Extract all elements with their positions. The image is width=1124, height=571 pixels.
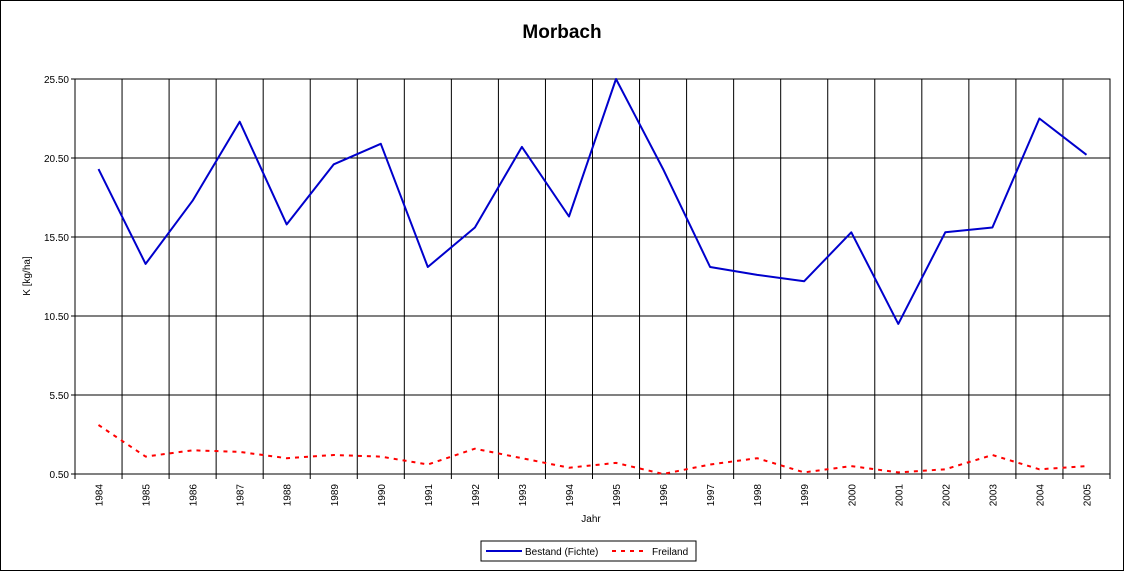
data-point	[1085, 465, 1087, 467]
data-point	[944, 231, 946, 233]
data-point	[615, 78, 617, 80]
data-point	[615, 462, 617, 464]
data-point	[662, 473, 664, 475]
x-tick-label: 1985	[142, 484, 153, 507]
data-point	[521, 146, 523, 148]
x-tick-labels: 1984 1985 1986 1987 1988 1989 1990 1991 1992 1993…	[95, 484, 1094, 507]
x-tick-label: 1991	[424, 484, 435, 507]
data-point	[427, 266, 429, 268]
x-tick-label: 2001	[894, 484, 905, 507]
data-point	[192, 449, 194, 451]
y-tick-label: 25.50	[44, 75, 69, 86]
y-axis-label: K [kg/ha]	[22, 256, 33, 296]
data-point	[521, 457, 523, 459]
y-tick-label: 10.50	[44, 312, 69, 323]
data-point	[192, 200, 194, 202]
series-line-bestand	[97, 78, 1088, 325]
data-point	[568, 467, 570, 469]
x-axis-label: Jahr	[581, 514, 601, 525]
x-tick-label: 2004	[1035, 484, 1046, 507]
data-point	[991, 227, 993, 229]
data-point	[709, 266, 711, 268]
data-point	[1085, 154, 1087, 156]
data-point	[756, 274, 758, 276]
data-point	[756, 457, 758, 459]
x-tick-label: 2002	[941, 484, 952, 507]
x-tick-label: 1986	[189, 484, 200, 507]
data-point	[474, 448, 476, 450]
data-point	[145, 263, 147, 265]
legend-box	[480, 540, 697, 562]
data-point	[380, 143, 382, 145]
data-point	[709, 464, 711, 466]
x-tick-label: 1995	[612, 484, 623, 507]
legend-label-freiland: Freiland	[652, 547, 688, 558]
data-point	[145, 456, 147, 458]
data-point	[333, 454, 335, 456]
data-point	[897, 471, 899, 473]
x-tick-label: 1998	[753, 484, 764, 507]
legend-label-bestand: Bestand (Fichte)	[525, 547, 598, 558]
x-tick-label: 2003	[988, 484, 999, 507]
x-tick-label: 1984	[95, 484, 106, 507]
y-tick-label: 0.50	[50, 470, 70, 481]
x-tick-label: 1988	[283, 484, 294, 507]
data-point	[98, 424, 100, 426]
data-point	[850, 465, 852, 467]
data-point	[98, 168, 100, 170]
data-point	[380, 456, 382, 458]
x-tick-label: 1999	[800, 484, 811, 507]
data-point	[239, 121, 241, 123]
series-lines	[97, 78, 1088, 475]
y-tick-label: 15.50	[44, 233, 69, 244]
x-tick-label: 1987	[236, 484, 247, 507]
x-tick-label: 1993	[518, 484, 529, 507]
data-point	[239, 451, 241, 453]
data-point	[568, 215, 570, 217]
data-point	[333, 163, 335, 165]
data-point	[803, 280, 805, 282]
x-tick-label: 1992	[471, 484, 482, 507]
data-point	[286, 223, 288, 225]
y-tick-label: 5.50	[50, 391, 70, 402]
data-point	[662, 168, 664, 170]
data-point	[474, 227, 476, 229]
x-tick-label: 2000	[847, 484, 858, 507]
x-tick-label: 1997	[706, 484, 717, 507]
data-point	[1038, 468, 1040, 470]
data-point	[427, 464, 429, 466]
data-point	[897, 323, 899, 325]
data-point	[1038, 118, 1040, 120]
data-point	[850, 231, 852, 233]
x-tick-label: 1990	[377, 484, 388, 507]
data-point	[991, 454, 993, 456]
data-point	[944, 468, 946, 470]
x-tick-label: 1989	[330, 484, 341, 507]
data-point	[803, 471, 805, 473]
series-line-freiland	[97, 424, 1087, 475]
grid-lines	[71, 78, 1111, 479]
y-tick-label: 20.50	[44, 154, 69, 165]
x-tick-label: 1994	[565, 484, 576, 507]
legend: Bestand (Fichte) Freiland	[480, 540, 697, 562]
x-tick-label: 1996	[659, 484, 670, 507]
chart-title: Morbach	[522, 22, 601, 43]
y-tick-labels: 0.50 5.50 10.50 15.50 20.50 25.50	[44, 75, 69, 481]
x-tick-label: 2005	[1082, 484, 1093, 507]
data-point	[286, 457, 288, 459]
